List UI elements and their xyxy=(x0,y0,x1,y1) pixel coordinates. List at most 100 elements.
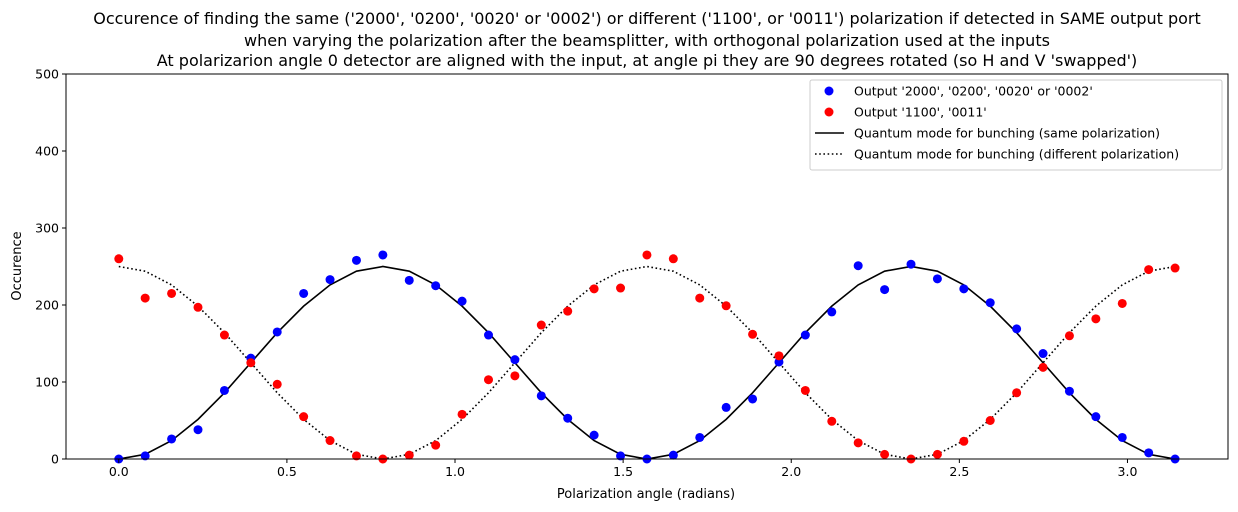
data-point-different-output xyxy=(272,379,282,389)
data-point-same-output xyxy=(1064,386,1074,396)
data-point-different-output xyxy=(351,451,361,461)
data-point-same-output xyxy=(351,255,361,265)
y-tick-label: 200 xyxy=(35,298,59,313)
data-point-different-output xyxy=(140,293,150,303)
data-point-same-output xyxy=(272,327,282,337)
data-point-same-output xyxy=(827,307,837,317)
data-point-different-output xyxy=(853,438,863,448)
data-point-same-output xyxy=(774,357,784,367)
data-point-same-output xyxy=(1012,324,1022,334)
data-point-same-output xyxy=(748,394,758,404)
data-point-same-output xyxy=(563,413,573,423)
chart-title-line-1: Occurence of finding the same ('2000', '… xyxy=(93,9,1201,28)
data-point-different-output xyxy=(536,320,546,330)
data-point-same-output xyxy=(510,355,520,365)
legend-label-same-polarization: Quantum mode for bunching (same polariza… xyxy=(854,126,1160,141)
data-point-same-output xyxy=(616,451,626,461)
data-point-different-output xyxy=(1091,314,1101,324)
data-point-different-output xyxy=(668,254,678,264)
y-axis-label: Occurence xyxy=(10,231,25,300)
data-point-same-output xyxy=(589,430,599,440)
data-point-same-output xyxy=(880,285,890,295)
data-point-same-output xyxy=(959,284,969,294)
data-point-different-output xyxy=(748,329,758,339)
axes: 0.0 0.5 1.0 1.5 2.0 2.5 3.0 0 100 200 300 400 500 xyxy=(35,67,1229,479)
data-point-same-output xyxy=(932,274,942,284)
data-point-different-output xyxy=(959,436,969,446)
data-point-different-output xyxy=(695,293,705,303)
x-tick-label: 0.5 xyxy=(277,464,297,479)
y-tick-label: 500 xyxy=(35,67,59,82)
data-point-same-output xyxy=(985,298,995,308)
data-point-same-output xyxy=(404,275,414,285)
data-point-different-output xyxy=(246,358,256,368)
data-point-same-output xyxy=(193,425,203,435)
data-point-different-output xyxy=(880,449,890,459)
data-point-different-output xyxy=(1170,263,1180,273)
data-point-same-output xyxy=(1144,448,1154,458)
data-point-same-output xyxy=(536,391,546,401)
data-point-same-output xyxy=(668,450,678,460)
legend-marker-same-output xyxy=(824,86,834,96)
x-axis-label: Polarization angle (radians) xyxy=(557,487,735,502)
data-point-different-output xyxy=(325,436,335,446)
data-point-same-output xyxy=(800,330,810,340)
legend-marker-different-output xyxy=(824,107,834,117)
data-point-different-output xyxy=(114,254,124,264)
data-point-different-output xyxy=(219,330,229,340)
data-point-different-output xyxy=(563,306,573,316)
data-point-same-output xyxy=(219,385,229,395)
data-point-different-output xyxy=(589,284,599,294)
x-tick-label: 1.0 xyxy=(445,464,465,479)
data-point-same-output xyxy=(1117,432,1127,442)
data-point-same-output xyxy=(484,330,493,340)
data-point-different-output xyxy=(193,302,203,312)
data-point-different-output xyxy=(484,375,493,385)
legend-label-same-output: Output '2000', '0200', '0020' or '0002' xyxy=(854,84,1093,99)
data-point-same-output xyxy=(1038,349,1048,359)
data-point-different-output xyxy=(642,250,652,260)
x-tick-label: 2.5 xyxy=(949,464,969,479)
data-point-different-output xyxy=(827,416,837,426)
data-point-same-output xyxy=(721,402,731,412)
data-point-different-output xyxy=(299,412,309,422)
x-tick-label: 1.5 xyxy=(613,464,633,479)
data-point-different-output xyxy=(510,371,520,381)
data-point-different-output xyxy=(800,385,810,395)
legend: Output '2000', '0200', '0020' or '0002' … xyxy=(809,79,1223,171)
legend-label-different-output: Output '1100', '0011' xyxy=(854,105,987,120)
data-point-different-output xyxy=(167,288,177,298)
data-point-same-output xyxy=(906,259,916,269)
data-point-different-output xyxy=(616,283,626,293)
y-tick-label: 300 xyxy=(35,221,59,236)
data-point-different-output xyxy=(431,440,441,450)
data-point-same-output xyxy=(1091,412,1101,422)
data-point-same-output xyxy=(457,296,467,306)
y-tick-label: 100 xyxy=(35,375,59,390)
data-point-different-output xyxy=(774,351,784,361)
data-point-different-output xyxy=(1038,362,1048,372)
legend-box xyxy=(809,79,1223,171)
x-tick-label: 2.0 xyxy=(781,464,801,479)
data-point-same-output xyxy=(299,288,309,298)
legend-label-different-polarization: Quantum mode for bunching (different pol… xyxy=(854,147,1179,162)
axes-frame xyxy=(65,73,1229,460)
y-tick-label: 0 xyxy=(51,452,59,467)
data-point-same-output xyxy=(695,432,705,442)
data-point-same-output xyxy=(325,275,335,285)
data-point-same-output xyxy=(140,451,150,461)
chart-title-line-3: At polarizarion angle 0 detector are ali… xyxy=(157,51,1137,70)
data-point-different-output xyxy=(932,449,942,459)
data-point-different-output xyxy=(985,416,995,425)
data-point-different-output xyxy=(404,450,414,460)
data-point-same-output xyxy=(431,281,441,291)
data-point-same-output xyxy=(378,250,388,260)
x-tick-label: 3.0 xyxy=(1118,464,1138,479)
data-point-different-output xyxy=(1117,298,1127,308)
chart-title-line-2: when varying the polarization after the … xyxy=(244,31,1050,50)
data-point-same-output xyxy=(853,261,863,271)
data-point-different-output xyxy=(721,301,731,311)
data-point-same-output xyxy=(167,434,177,444)
